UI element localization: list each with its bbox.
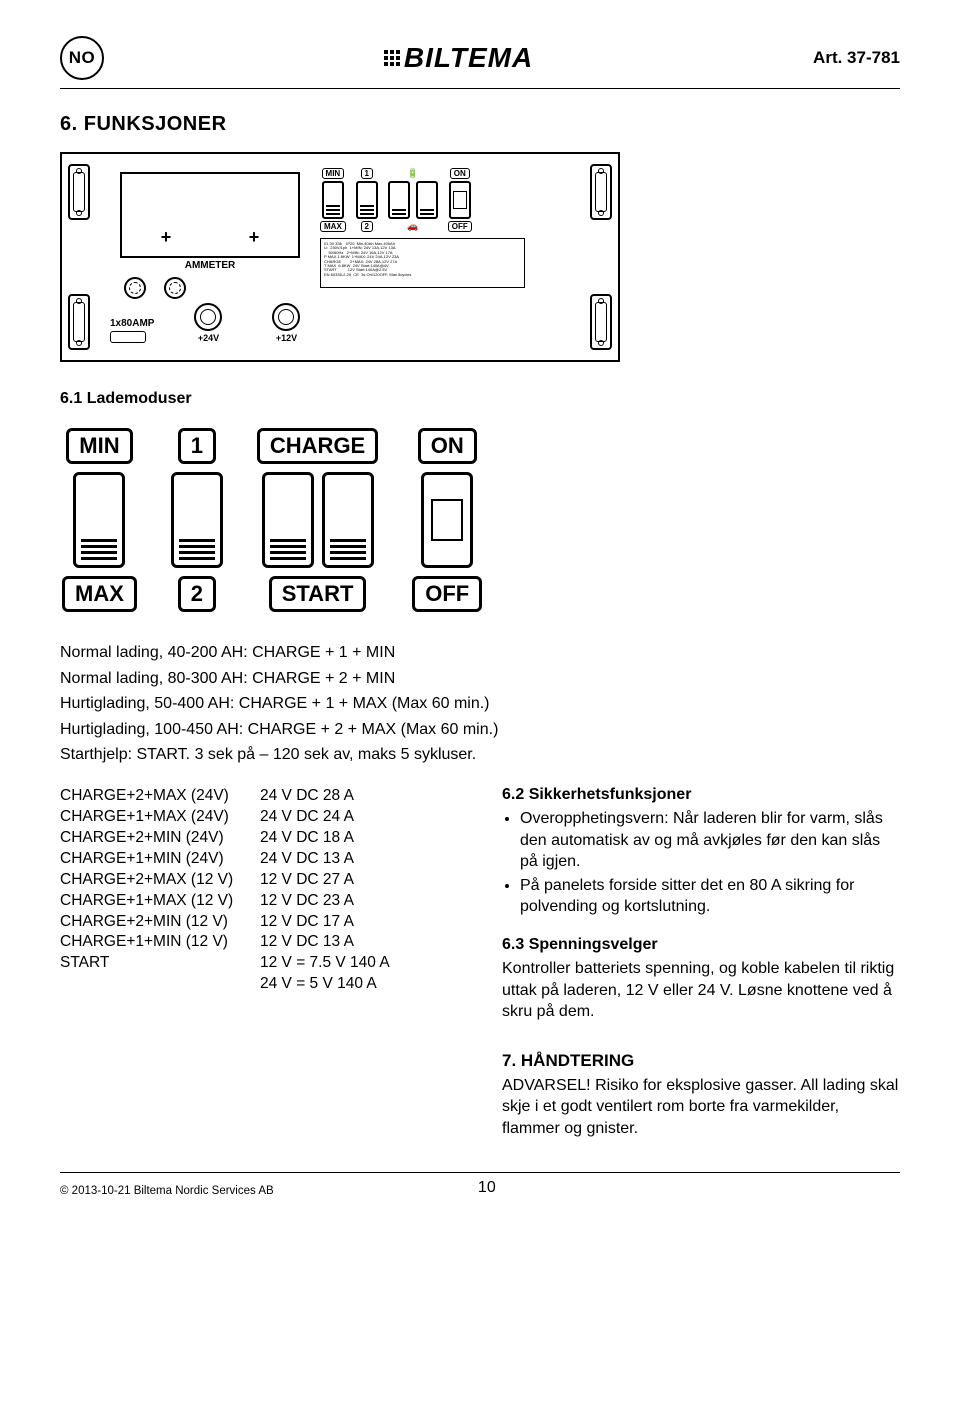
clamp-icon xyxy=(68,294,90,350)
ammeter-display: + + xyxy=(120,172,300,258)
article-number: Art. 37-781 xyxy=(813,48,900,68)
mode-line: Normal lading, 80-300 AH: CHARGE + 2 + M… xyxy=(60,668,900,690)
table-row: 24 V = 5 V 140 A xyxy=(60,974,458,995)
section-6-3: 6.3 Spenningsvelger Kontroller batteriet… xyxy=(502,936,900,1023)
terminal-knob-icon xyxy=(272,303,300,331)
terminal-24v: +24V xyxy=(194,303,222,343)
section-7: 7. HÅNDTERING ADVARSEL! Risiko for ekspl… xyxy=(502,1051,900,1140)
table-row: CHARGE+1+MAX (12 V)12 V DC 23 A xyxy=(60,891,458,912)
fuse-block: 1x80AMP xyxy=(110,318,154,343)
left-column: CHARGE+2+MAX (24V)24 V DC 28 A CHARGE+1+… xyxy=(60,786,458,1158)
section-6-3-text: Kontroller batteriets spenning, og koble… xyxy=(502,958,900,1023)
switch-label: MAX xyxy=(320,221,346,232)
big-switch-min-max: MIN MAX xyxy=(62,428,137,612)
switch-1-2: 1 2 xyxy=(356,168,378,232)
device-panel-diagram: + + AMMETER MIN MAX xyxy=(60,152,900,362)
terminal-12v: +12V xyxy=(272,303,300,343)
logo-dots-icon xyxy=(384,50,400,66)
table-row: CHARGE+1+MIN (24V)24 V DC 13 A xyxy=(60,849,458,870)
switch-column: MIN MAX 1 2 🔋 xyxy=(320,164,525,299)
knob-row xyxy=(124,277,300,299)
knob-icon xyxy=(164,277,186,299)
charge-table: CHARGE+2+MAX (24V)24 V DC 28 A CHARGE+1+… xyxy=(60,786,458,995)
ammeter-column: + + AMMETER xyxy=(104,164,300,299)
switch-label: 1 xyxy=(361,168,373,179)
switch-charge-start: 🔋 🚗 xyxy=(388,168,438,232)
two-column-layout: CHARGE+2+MAX (24V)24 V DC 28 A CHARGE+1+… xyxy=(60,786,900,1158)
right-column: 6.2 Sikkerhetsfunksjoner Overopphetingsv… xyxy=(502,786,900,1158)
big-switch-label: OFF xyxy=(412,576,482,612)
mode-line: Normal lading, 40-200 AH: CHARGE + 1 + M… xyxy=(60,642,900,664)
big-switch-charge-start: CHARGE START xyxy=(257,428,378,612)
switch-min-max: MIN MAX xyxy=(320,168,346,232)
knob-icon xyxy=(124,277,146,299)
mode-lines: Normal lading, 40-200 AH: CHARGE + 1 + M… xyxy=(60,642,900,766)
fuse-icon xyxy=(110,331,146,343)
table-row: CHARGE+1+MAX (24V)24 V DC 24 A xyxy=(60,807,458,828)
header-divider xyxy=(60,88,900,89)
table-row: CHARGE+2+MAX (24V)24 V DC 28 A xyxy=(60,786,458,807)
table-row: START12 V = 7.5 V 140 A xyxy=(60,953,458,974)
clamp-icon xyxy=(68,164,90,220)
mode-line: Starthjelp: START. 3 sek på – 120 sek av… xyxy=(60,744,900,766)
section-6-1-title: 6.1 Lademoduser xyxy=(60,390,900,408)
big-switch-diagram: MIN MAX 1 2 CHARGE START ON OFF xyxy=(62,428,900,612)
terminal-knob-icon xyxy=(194,303,222,331)
mode-line: Hurtiglading, 100-450 AH: CHARGE + 2 + M… xyxy=(60,719,900,741)
switch-on-off: ON OFF xyxy=(448,168,472,232)
big-switch-label: CHARGE xyxy=(257,428,378,464)
page-footer: © 2013-10-21 Biltema Nordic Services AB … xyxy=(60,1172,900,1197)
terminal-label: +24V xyxy=(198,333,219,343)
big-switch-label: 2 xyxy=(178,576,216,612)
big-switch-on-off: ON OFF xyxy=(412,428,482,612)
table-row: CHARGE+2+MAX (12 V)12 V DC 27 A xyxy=(60,870,458,891)
list-item: Overopphetingsvern: Når laderen blir for… xyxy=(520,808,900,873)
mode-line: Hurtiglading, 50-400 AH: CHARGE + 1 + MA… xyxy=(60,693,900,715)
section-6-2-title: 6.2 Sikkerhetsfunksjoner xyxy=(502,786,900,804)
terminal-label: +12V xyxy=(276,333,297,343)
section-6-title: 6. FUNKSJONER xyxy=(60,113,900,136)
table-row: CHARGE+2+MIN (24V)24 V DC 18 A xyxy=(60,828,458,849)
ammeter-label: AMMETER xyxy=(120,260,300,271)
battery-icon: 🔋 xyxy=(407,168,418,179)
country-badge: NO xyxy=(60,36,104,80)
section-6-3-title: 6.3 Spenningsvelger xyxy=(502,936,900,954)
table-row: CHARGE+1+MIN (12 V)12 V DC 13 A xyxy=(60,932,458,953)
page-header: NO BILTEMA Art. 37-781 xyxy=(60,36,900,80)
device-panel: + + AMMETER MIN MAX xyxy=(60,152,620,362)
page: NO BILTEMA Art. 37-781 6. FUNKSJONER + + xyxy=(0,0,960,1227)
big-switch-1-2: 1 2 xyxy=(171,428,223,612)
clamp-icon xyxy=(590,294,612,350)
page-number-badge: 10 xyxy=(274,1179,700,1197)
brand-logo: BILTEMA xyxy=(384,42,533,74)
big-switch-label: 1 xyxy=(178,428,216,464)
copyright-text: © 2013-10-21 Biltema Nordic Services AB xyxy=(60,1185,274,1197)
switch-label: OFF xyxy=(448,221,472,232)
switch-label: MIN xyxy=(322,168,345,179)
switch-label: ON xyxy=(450,168,470,179)
section-7-title: 7. HÅNDTERING xyxy=(502,1051,900,1071)
plus-icon: + xyxy=(249,227,260,248)
big-switch-label: START xyxy=(269,576,367,612)
section-7-text: ADVARSEL! Risiko for eksplosive gasser. … xyxy=(502,1075,900,1140)
specs-label-plate: 01 30 336 IP20 Min.40Ah Max.400Ah U: 230… xyxy=(320,238,525,288)
logo-text: BILTEMA xyxy=(404,42,533,74)
switch-label: 2 xyxy=(361,221,373,232)
big-switch-label: MIN xyxy=(66,428,132,464)
big-switch-label: MAX xyxy=(62,576,137,612)
table-row: CHARGE+2+MIN (12 V)12 V DC 17 A xyxy=(60,912,458,933)
fuse-label: 1x80AMP xyxy=(110,318,154,329)
big-switch-label: ON xyxy=(418,428,477,464)
car-icon: 🚗 xyxy=(407,221,418,232)
list-item: På panelets forside sitter det en 80 A s… xyxy=(520,875,900,918)
safety-bullets: Overopphetingsvern: Når laderen blir for… xyxy=(502,808,900,918)
section-6-2: 6.2 Sikkerhetsfunksjoner Overopphetingsv… xyxy=(502,786,900,918)
clamp-icon xyxy=(590,164,612,220)
plus-icon: + xyxy=(161,227,172,248)
